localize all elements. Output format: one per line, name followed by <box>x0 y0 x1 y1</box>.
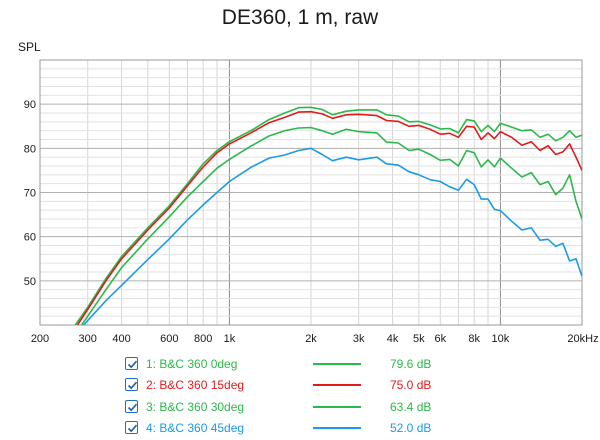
x-tick-label: 5k <box>413 333 425 345</box>
legend-label: 2: B&C 360 15deg <box>146 378 245 392</box>
legend-swatch <box>313 363 361 365</box>
series-line-3 <box>81 126 582 325</box>
y-tick-label: 80 <box>24 143 36 155</box>
x-tick-label: 600 <box>160 333 178 345</box>
checkmark-icon <box>127 381 138 390</box>
x-tick-label: 200 <box>31 333 49 345</box>
series-line-4 <box>83 147 582 325</box>
legend-swatch <box>313 384 361 386</box>
legend-value: 63.4 dB <box>390 400 432 414</box>
legend-item-2: 2: B&C 360 15deg 75.0 dB <box>125 377 565 397</box>
legend-item-3: 3: B&C 360 30deg 63.4 dB <box>125 399 565 419</box>
series-line-2 <box>76 110 582 325</box>
series-checkbox[interactable] <box>125 378 138 391</box>
x-tick-label: 6k <box>434 333 446 345</box>
series-line-1 <box>74 106 582 325</box>
y-axis-label: SPL <box>18 40 41 54</box>
legend-value: 52.0 dB <box>390 421 432 435</box>
x-tick-label: 300 <box>79 333 97 345</box>
x-tick-label: 3k <box>353 333 365 345</box>
x-tick-label: 2k <box>305 333 317 345</box>
chart-title: DE360, 1 m, raw <box>221 6 379 29</box>
x-tick-label: 4k <box>387 333 399 345</box>
x-tick-label: 10k <box>492 333 510 345</box>
x-tick-label: 1k <box>224 333 236 345</box>
frequency-response-plot: 50 60 70 80 90 200 300 400 600 800 1k 2k 3k 4k 5k 6k 8k 1… <box>24 59 599 345</box>
checkmark-icon <box>127 360 138 369</box>
x-tick-label: 8k <box>468 333 480 345</box>
y-tick-label: 70 <box>24 188 36 200</box>
legend-label: 1: B&C 360 0deg <box>146 357 238 371</box>
legend-item-1: 1: B&C 360 0deg 79.6 dB <box>125 356 565 376</box>
y-tick-label: 60 <box>24 232 36 244</box>
y-tick-label: 90 <box>24 99 36 111</box>
x-tick-label: 20kHz <box>567 333 598 345</box>
legend-item-4: 4: B&C 360 45deg 52.0 dB <box>125 420 565 440</box>
legend-value: 79.6 dB <box>390 357 432 371</box>
legend-label: 3: B&C 360 30deg <box>146 400 245 414</box>
legend-swatch <box>313 427 361 429</box>
y-tick-label: 50 <box>24 276 36 288</box>
series-checkbox[interactable] <box>125 357 138 370</box>
checkmark-icon <box>127 403 138 412</box>
series-checkbox[interactable] <box>125 421 138 434</box>
x-tick-label: 400 <box>112 333 130 345</box>
series-checkbox[interactable] <box>125 400 138 413</box>
plot-frame <box>39 59 583 326</box>
checkmark-icon <box>127 424 138 433</box>
legend-swatch <box>313 406 361 408</box>
legend-label: 4: B&C 360 45deg <box>146 421 245 435</box>
x-tick-label: 800 <box>194 333 212 345</box>
legend-value: 75.0 dB <box>390 378 432 392</box>
